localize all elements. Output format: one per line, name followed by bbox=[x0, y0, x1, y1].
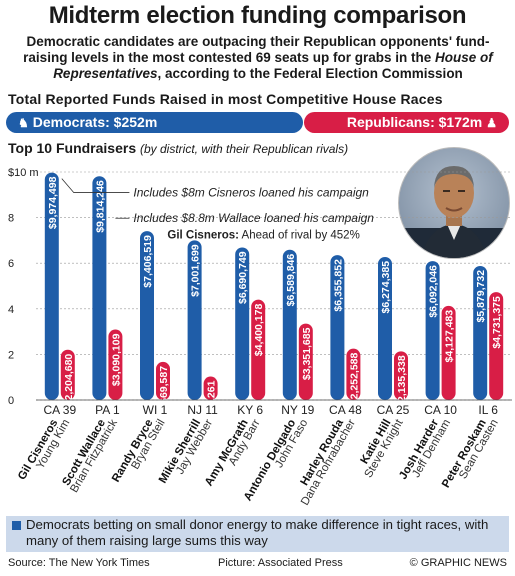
elephant-icon: ♟ bbox=[486, 116, 497, 130]
rep-value-label: $3,351,685 bbox=[301, 327, 313, 380]
district-label: KY 6 bbox=[237, 403, 263, 417]
dem-value-label: $6,092,046 bbox=[428, 265, 440, 318]
rep-value-label: $4,127,483 bbox=[444, 310, 456, 363]
dem-value-label: $6,589,846 bbox=[285, 254, 297, 307]
y-tick-label: 6 bbox=[8, 258, 14, 270]
democrats-total-label: Democrats: $252m bbox=[32, 114, 158, 130]
top10-heading: Top 10 Fundraisers bbox=[8, 140, 137, 156]
district-label: CA 10 bbox=[424, 403, 457, 417]
dem-value-label: $6,690,749 bbox=[237, 251, 249, 304]
subtitle-part-3: , according to the Federal Election Comm… bbox=[157, 66, 463, 81]
dem-bar bbox=[235, 247, 250, 400]
republicans-total-bar: Republicans: $172m ♟ bbox=[304, 112, 509, 133]
dem-bar bbox=[44, 172, 59, 400]
rep-bar bbox=[251, 299, 266, 400]
y-tick-label: 4 bbox=[8, 304, 14, 316]
rep-value-label: $4,400,178 bbox=[253, 304, 265, 357]
subtitle: Democratic candidates are outpacing thei… bbox=[6, 34, 510, 82]
dem-bar bbox=[425, 261, 440, 400]
rep-value-label: $2,252,588 bbox=[348, 352, 360, 405]
rep-value-label: $4,731,375 bbox=[491, 296, 503, 349]
district-label: PA 1 bbox=[95, 403, 120, 417]
district-label: WI 1 bbox=[143, 403, 168, 417]
callout-name: Gil Cisneros: bbox=[167, 229, 239, 241]
page-title: Midterm election funding comparison bbox=[48, 2, 467, 29]
donkey-icon: ♞ bbox=[18, 116, 29, 130]
candidate-photo bbox=[398, 147, 510, 259]
rep-bar bbox=[346, 348, 361, 400]
annotation-leader-1 bbox=[61, 178, 130, 193]
dem-value-label: $9,814,246 bbox=[94, 180, 106, 233]
subtitle-part-2: House of Representatives bbox=[53, 50, 493, 81]
district-label: CA 48 bbox=[329, 403, 362, 417]
rep-value-label: $2,204,680 bbox=[63, 354, 75, 407]
dem-bar bbox=[378, 256, 392, 400]
publisher-credit: © GRAPHIC NEWS bbox=[409, 557, 507, 569]
district-label: IL 6 bbox=[478, 403, 498, 417]
picture-credit: Picture: Associated Press bbox=[218, 557, 343, 569]
rep-value-label: $2,135,338 bbox=[396, 355, 408, 408]
totals-title: Total Reported Funds Raised in most Comp… bbox=[8, 91, 443, 107]
rep-bar bbox=[156, 361, 170, 400]
democrats-total-bar: ♞ Democrats: $252m bbox=[6, 112, 303, 133]
rep-bar bbox=[441, 305, 456, 400]
dem-value-label: $6,274,385 bbox=[380, 261, 392, 314]
source-credit: Source: The New York Times bbox=[8, 557, 150, 569]
rep-bar bbox=[60, 349, 75, 400]
footer-note-box: Democrats betting on small donor energy … bbox=[6, 516, 509, 552]
dem-value-label: $9,974,498 bbox=[47, 176, 59, 229]
footer-square-icon bbox=[12, 521, 21, 530]
y-tick-label: 2 bbox=[8, 349, 14, 361]
rep-bar bbox=[394, 351, 408, 400]
district-label: NJ 11 bbox=[187, 403, 218, 417]
callout-detail: Ahead of rival by 452% bbox=[239, 229, 360, 241]
top10-note: (by district, with their Republican riva… bbox=[140, 142, 349, 156]
rep-bar bbox=[298, 323, 313, 400]
annotation-note-2: Includes $8.8m Wallace loaned his campai… bbox=[133, 211, 374, 225]
rep-value-label: $1,028,261 bbox=[206, 380, 218, 433]
rep-bar bbox=[108, 329, 123, 400]
dem-bar bbox=[140, 231, 154, 400]
dem-value-label: $6,355,852 bbox=[332, 259, 344, 312]
rep-value-label: $1,669,587 bbox=[158, 366, 170, 419]
district-label: CA 25 bbox=[377, 403, 410, 417]
dem-value-label: $5,879,732 bbox=[475, 270, 487, 323]
subtitle-part-1: Democratic candidates are outpacing thei… bbox=[23, 34, 490, 65]
dem-bar bbox=[282, 249, 297, 400]
dem-value-label: $7,001,699 bbox=[190, 244, 202, 297]
dem-bar bbox=[187, 240, 202, 400]
annotation-note-1: Includes $8m Cisneros loaned his campaig… bbox=[133, 186, 369, 200]
rep-value-label: $3,090,109 bbox=[110, 333, 122, 386]
footer-note: Democrats betting on small donor energy … bbox=[26, 517, 489, 548]
district-label: NY 19 bbox=[281, 403, 314, 417]
y-tick-label: 8 bbox=[8, 213, 14, 225]
callout-text: Gil Cisneros: Ahead of rival by 452% bbox=[167, 229, 359, 241]
district-label: CA 39 bbox=[43, 403, 76, 417]
dem-bar bbox=[92, 176, 107, 400]
top10-title: Top 10 Fundraisers (by district, with th… bbox=[8, 140, 348, 156]
dem-bar bbox=[473, 265, 488, 400]
republicans-total-label: Republicans: $172m bbox=[346, 114, 483, 130]
rep-bar bbox=[203, 376, 218, 400]
y-tick-label: $10 m bbox=[8, 167, 39, 179]
dem-value-label: $7,406,519 bbox=[142, 235, 154, 288]
dem-bar bbox=[330, 255, 345, 400]
y-tick-label: 0 bbox=[8, 395, 14, 407]
rep-bar bbox=[489, 292, 504, 400]
